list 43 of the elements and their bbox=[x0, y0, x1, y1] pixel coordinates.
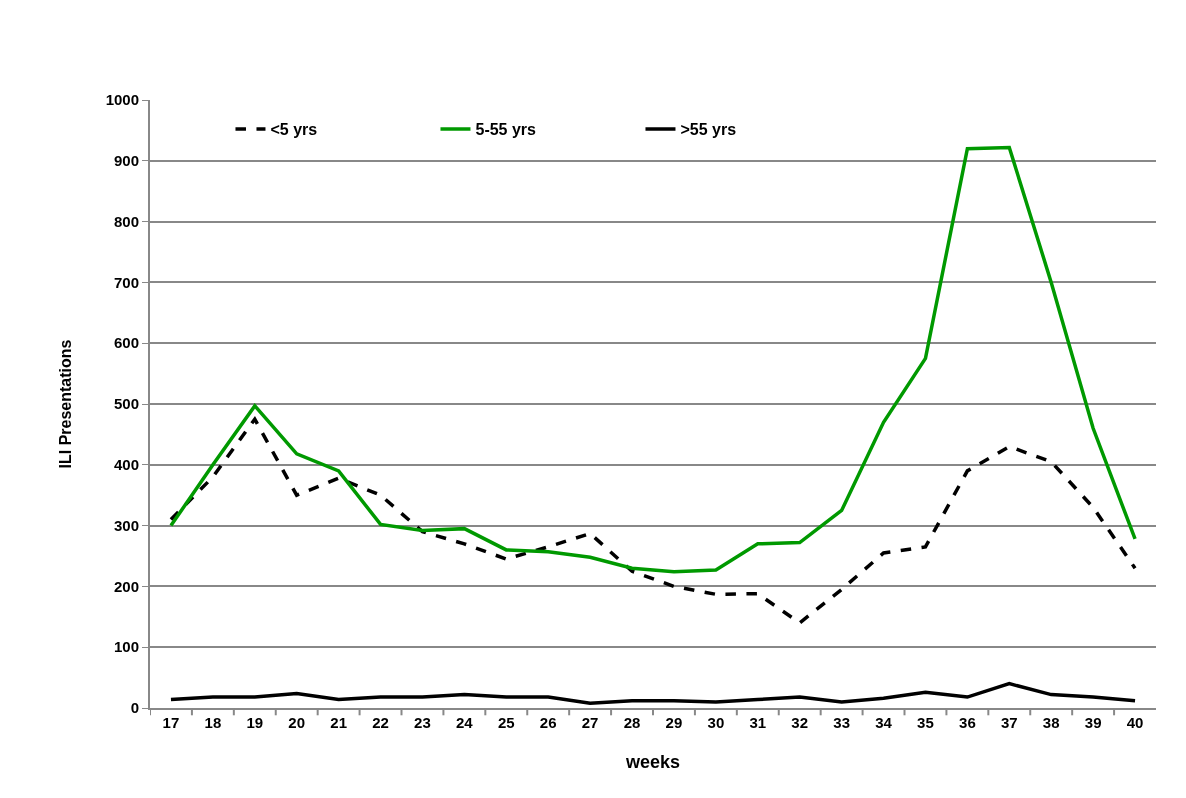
x-tick-label: 26 bbox=[539, 714, 557, 731]
legend-label: <5 yrs bbox=[270, 121, 318, 139]
x-tick-label: 33 bbox=[833, 714, 850, 731]
x-tick-label: 28 bbox=[623, 714, 641, 731]
y-axis-title: ILI Presentations bbox=[57, 339, 75, 469]
x-tick-label: 34 bbox=[875, 714, 893, 731]
y-tick-label: 900 bbox=[113, 152, 139, 170]
y-tick-label: 1000 bbox=[105, 91, 139, 109]
x-tick-label: 21 bbox=[330, 714, 347, 731]
y-tick-label: 100 bbox=[113, 638, 139, 656]
x-tick-label: 23 bbox=[414, 714, 431, 731]
y-tick-label: 800 bbox=[113, 212, 139, 230]
x-tick-label: 39 bbox=[1084, 714, 1102, 731]
y-tick-label: 600 bbox=[113, 334, 139, 352]
x-tick-label: 20 bbox=[288, 714, 306, 731]
x-tick-label: 36 bbox=[959, 714, 976, 731]
y-tick-label: 0 bbox=[130, 699, 139, 717]
y-tick-label: 300 bbox=[113, 516, 139, 534]
y-tick-label: 500 bbox=[113, 395, 139, 413]
x-tick-label: 29 bbox=[665, 714, 683, 731]
x-tick-label: 30 bbox=[707, 714, 725, 731]
x-tick-label: 25 bbox=[497, 714, 515, 731]
x-tick-label: 40 bbox=[1126, 714, 1144, 731]
y-tick-label: 400 bbox=[113, 456, 139, 474]
legend-label: 5-55 yrs bbox=[475, 121, 537, 139]
x-tick-label: 19 bbox=[246, 714, 264, 731]
line-series bbox=[169, 145, 1137, 574]
x-tick-label: 38 bbox=[1042, 714, 1060, 731]
x-tick-label: 18 bbox=[204, 714, 222, 731]
y-tick-label: 200 bbox=[113, 577, 139, 595]
line-series bbox=[169, 417, 1137, 625]
x-tick-label: 37 bbox=[1000, 714, 1018, 731]
x-tick-label: 22 bbox=[372, 714, 389, 731]
x-tick-label: 32 bbox=[791, 714, 809, 731]
x-tick-label: 31 bbox=[749, 714, 767, 731]
x-tick-label: 17 bbox=[162, 714, 180, 731]
x-tick-label: 35 bbox=[917, 714, 934, 731]
x-tick-label: 27 bbox=[581, 714, 599, 731]
y-tick-label: 700 bbox=[113, 273, 139, 291]
legend-label: >55 yrs bbox=[680, 121, 737, 139]
x-tick-label: 24 bbox=[456, 714, 474, 731]
line-series bbox=[169, 681, 1137, 705]
x-axis-title: weeks bbox=[624, 751, 681, 772]
